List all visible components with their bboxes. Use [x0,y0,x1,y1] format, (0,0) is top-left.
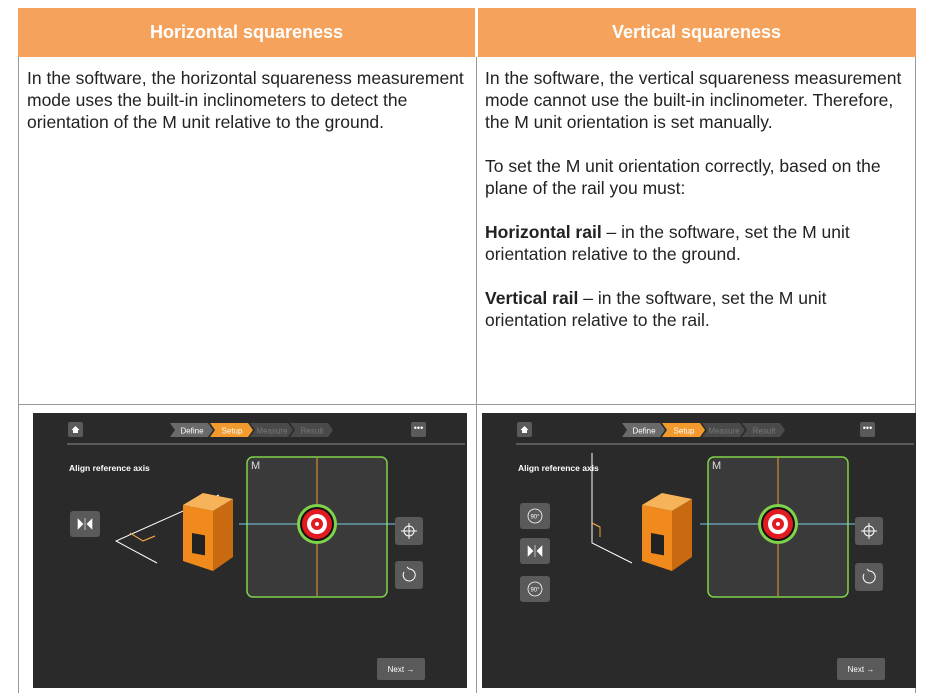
menu-button[interactable] [411,422,426,437]
screen-title: Align reference axis [69,463,150,473]
screenshot: ••• Define Setup Measure Result Align referen… [33,413,467,688]
unit-front [672,499,692,571]
column-header: Horizontal squareness [18,8,475,57]
text: – in the software, set the M unit orient… [485,222,850,264]
term: Horizontal rail [485,222,602,242]
unit-window [192,533,205,556]
side-button[interactable] [395,561,423,589]
step[interactable] [210,423,253,437]
unit-window [651,533,664,556]
unit-label: M [251,460,260,472]
step-label: Result [753,427,776,436]
column-header: Vertical squareness [477,8,916,57]
screen-title: Align reference axis [518,463,599,473]
step-label: Result [301,427,324,436]
step-label: Measure [256,427,288,436]
side-button[interactable] [520,503,550,529]
paragraph: In the software, the horizontal squarene… [27,68,464,132]
step-label: Define [632,427,656,436]
rotate-icon [527,581,543,597]
next-button[interactable] [837,658,885,680]
menu-button[interactable] [860,422,875,437]
paragraph: In the software, the vertical squareness… [485,68,902,132]
step-label: Define [180,427,204,436]
side-button[interactable] [855,563,883,591]
step[interactable] [170,423,213,437]
text: – in the software, set the M unit orient… [485,288,827,330]
center-icon [863,525,875,537]
next-label: Next → [388,665,415,674]
border [915,57,916,693]
reset-icon [402,566,416,582]
rail-corner [591,522,601,537]
side-button[interactable] [520,576,550,602]
border [476,57,477,693]
border [18,404,916,405]
term: Vertical rail [485,288,579,308]
step[interactable] [702,423,745,437]
menu-dots: ••• [863,423,872,433]
home-icon [71,426,80,433]
border [476,8,478,693]
target [776,522,780,526]
screenshot: ••• Define Setup Measure Result Align referen… [482,413,916,688]
reset-icon [862,568,876,584]
mirror-icon [77,518,93,530]
paragraph: To set the M unit orientation correctly,… [485,156,881,198]
step-label: Setup [222,427,243,436]
unit-front [213,499,233,571]
border [18,57,19,693]
step-label: Measure [708,427,740,436]
unit-label: M [712,460,721,472]
paragraph: Horizontal rail – in the software, set t… [485,221,907,265]
step[interactable] [662,423,705,437]
step[interactable] [742,423,785,437]
rotate-icon [527,508,543,524]
paragraph: Vertical rail – in the software, set the… [485,287,907,331]
rail-corner [129,532,156,542]
menu-dots: ••• [414,423,423,433]
step[interactable] [250,423,293,437]
text-cell: In the software, the vertical squareness… [477,57,915,404]
next-label: Next → [848,665,875,674]
step[interactable] [622,423,665,437]
step[interactable] [290,423,333,437]
center-icon [403,525,415,537]
rotate-label: 90° [530,515,540,521]
home-icon [520,426,529,433]
step-label: Setup [674,427,695,436]
mirror-icon [527,545,543,557]
text-cell: In the software, the horizontal squarene… [19,57,474,404]
rotate-label: 90° [530,588,540,594]
next-button[interactable] [377,658,425,680]
target [315,522,319,526]
